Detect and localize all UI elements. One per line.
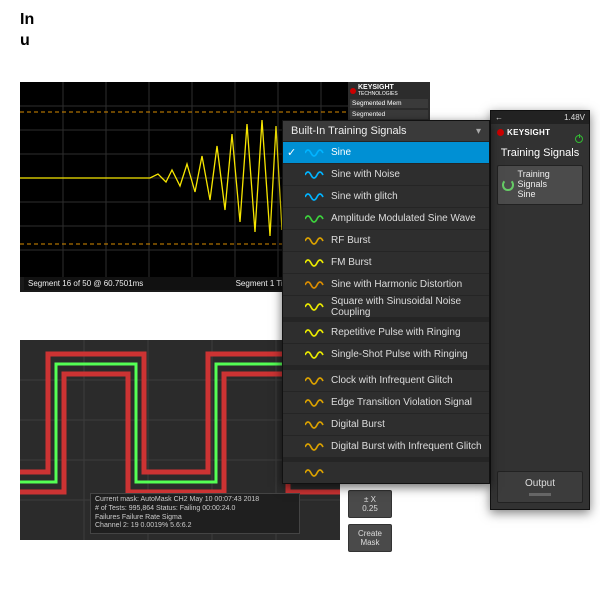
menu-item-label: Sine with Harmonic Distortion — [331, 279, 462, 290]
stats-line1: Current mask: AutoMask CH2 May 10 00:07:… — [95, 496, 295, 505]
check-icon: ✓ — [287, 146, 296, 159]
waveform-icon — [305, 441, 325, 453]
menu-item-label: Sine with Noise — [331, 169, 400, 180]
menu-item-label: Amplitude Modulated Sine Wave — [331, 213, 476, 224]
waveform-icon — [305, 467, 325, 479]
waveform-icon — [305, 349, 325, 361]
menu-item-label: Sine — [331, 147, 351, 158]
headline-line2: u — [20, 32, 30, 49]
menu-item[interactable]: Clock with Infrequent Glitch — [283, 369, 489, 391]
brand-text: KEYSIGHT — [358, 84, 398, 91]
stats-line4: Channel 2: 19 0.0019% 5.6:6.2 — [95, 522, 295, 531]
training-signals-menu: Built-In Training Signals ▾ ✓ Sine Sine wi… — [282, 120, 490, 484]
refresh-icon — [502, 179, 514, 191]
right-panel: ← 1.48V KEYSIGHT Training Signals Traini… — [490, 110, 590, 510]
menu-item[interactable]: Sine with Noise — [283, 163, 489, 185]
menu-item[interactable]: Square with Sinusoidal Noise Coupling — [283, 295, 489, 317]
right-section-title: Training Signals — [491, 141, 589, 163]
menu-item-label: Sine with glitch — [331, 191, 398, 202]
menu-title-text: Built-In Training Signals — [291, 125, 407, 137]
chevron-down-icon: ▾ — [476, 126, 481, 137]
waveform-icon — [305, 279, 325, 291]
menu-item-label: Square with Sinusoidal Noise Coupling — [331, 296, 483, 318]
menu-item[interactable]: Single-Shot Pulse with Ringing — [283, 343, 489, 365]
menu-item[interactable]: Digital Burst — [283, 413, 489, 435]
waveform-icon — [305, 375, 325, 387]
voltage-readout: 1.48V — [564, 113, 585, 122]
back-icon[interactable]: ← — [495, 113, 503, 122]
menu-item[interactable]: FM Burst — [283, 251, 489, 273]
waveform-icon — [305, 397, 325, 409]
mask-stats-panel: Current mask: AutoMask CH2 May 10 00:07:… — [90, 493, 300, 534]
side-buttons: ± X 0.25 Create Mask — [348, 490, 392, 558]
menu-title-bar[interactable]: Built-In Training Signals ▾ — [283, 121, 489, 141]
menu-item-label: FM Burst — [331, 257, 372, 268]
stats-line2: # of Tests: 995,864 Status: Failing 00:0… — [95, 505, 295, 514]
menu-item-label: Digital Burst — [331, 419, 385, 430]
output-button[interactable]: Output — [497, 471, 583, 503]
menu-item-label: Single-Shot Pulse with Ringing — [331, 349, 468, 360]
mem-row2: Segmented — [350, 110, 428, 119]
waveform-icon — [305, 147, 325, 159]
create-mask-button[interactable]: Create Mask — [348, 524, 392, 552]
menu-item[interactable]: ✓ Sine — [283, 141, 489, 163]
keysight-logo-icon: KEYSIGHT TECHNOLOGIES — [350, 84, 428, 97]
segment-info-left: Segment 16 of 50 @ 60.7501ms — [28, 279, 143, 288]
menu-item-label: Edge Transition Violation Signal — [331, 397, 472, 408]
plus-minus-x-button[interactable]: ± X 0.25 — [348, 490, 392, 518]
menu-item[interactable]: Amplitude Modulated Sine Wave — [283, 207, 489, 229]
menu-item-label: Clock with Infrequent Glitch — [331, 375, 453, 386]
waveform-icon — [305, 419, 325, 431]
brand-sub: TECHNOLOGIES — [358, 91, 398, 97]
menu-item[interactable] — [283, 461, 489, 483]
menu-item-label: Repetitive Pulse with Ringing — [331, 327, 461, 338]
output-indicator-icon — [529, 493, 551, 496]
waveform-icon — [305, 257, 325, 269]
mem-row1: Segmented Mem — [350, 99, 428, 108]
menu-list: ✓ Sine Sine with Noise Sine with glitch Ampl… — [283, 141, 489, 483]
right-panel-topbar: ← 1.48V — [491, 111, 589, 124]
menu-item-label: RF Burst — [331, 235, 370, 246]
menu-item[interactable]: Repetitive Pulse with Ringing — [283, 321, 489, 343]
waveform-icon — [305, 327, 325, 339]
headline-line1: In — [20, 11, 34, 28]
waveform-icon — [305, 301, 325, 313]
training-signals-button[interactable]: Training Signals Sine — [497, 165, 583, 205]
menu-item[interactable]: Edge Transition Violation Signal — [283, 391, 489, 413]
menu-item[interactable]: Sine with Harmonic Distortion — [283, 273, 489, 295]
waveform-icon — [305, 235, 325, 247]
waveform-icon — [305, 191, 325, 203]
menu-item[interactable]: Digital Burst with Infrequent Glitch — [283, 435, 489, 457]
menu-item[interactable]: RF Burst — [283, 229, 489, 251]
headline: In u — [20, 10, 34, 52]
power-icon[interactable] — [575, 135, 583, 143]
waveform-icon — [305, 213, 325, 225]
stats-line3: Failures Failure Rate Sigma — [95, 514, 295, 523]
waveform-icon — [305, 169, 325, 181]
menu-item[interactable]: Sine with glitch — [283, 185, 489, 207]
menu-item-label: Digital Burst with Infrequent Glitch — [331, 441, 482, 452]
